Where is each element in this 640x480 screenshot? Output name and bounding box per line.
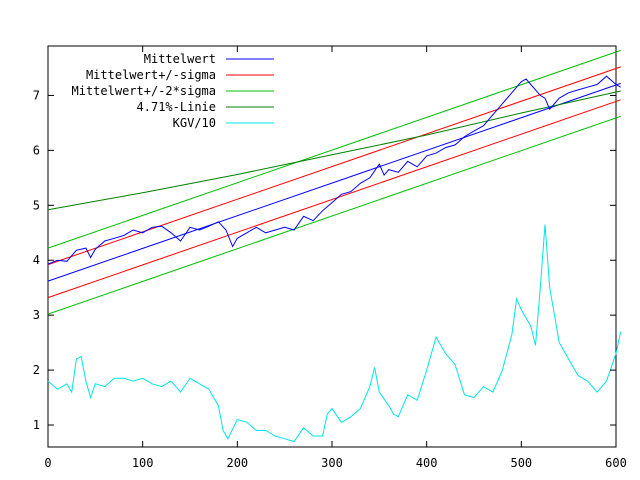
x-tick-label: 400 (416, 456, 438, 470)
legend-label-kgv-10: KGV/10 (173, 116, 216, 130)
y-tick-label: 6 (33, 143, 40, 157)
y-axis: 1 2 3 4 5 6 7 (33, 88, 616, 432)
x-tick-label: 100 (132, 456, 154, 470)
legend-label-mittelwert-2-sigma: Mittelwert+/-2*sigma (72, 84, 217, 98)
legend: Mittelwert Mittelwert+/-sigma Mittelwert+/… (72, 52, 274, 130)
series-line-mittelwert-data-0 (47, 75, 621, 265)
plot-frame (47, 45, 617, 448)
series-line-4-71-linie-fit-6 (47, 90, 621, 211)
y-tick-label: 5 (33, 198, 40, 212)
y-tick-label: 1 (33, 418, 40, 432)
y-tick-label: 7 (33, 88, 40, 102)
data-lines (47, 75, 622, 443)
series-line-kgv-10-data-7 (47, 224, 622, 443)
y-tick-label: 4 (33, 253, 40, 267)
legend-label-mittelwert: Mittelwert (144, 52, 216, 66)
legend-label-mittelwert-sigma: Mittelwert+/-sigma (86, 68, 216, 82)
series-line-mittelwert-fit-1 (47, 82, 621, 282)
x-tick-label: 500 (510, 456, 532, 470)
x-tick-label: 300 (321, 456, 343, 470)
x-tick-label: 600 (605, 456, 627, 470)
series-line-mittelwert-2-sigma-fit-4 (47, 115, 621, 315)
legend-label-4-71-linie: 4.71%-Linie (137, 100, 216, 114)
x-tick-label: 200 (226, 456, 248, 470)
y-tick-label: 3 (33, 308, 40, 322)
series-line-mittelwert-sigma-fit-3 (47, 66, 621, 266)
fit-lines (47, 49, 621, 315)
series-line-mittelwert-2-sigma-fit-5 (47, 49, 621, 249)
y-tick-label: 2 (33, 363, 40, 377)
x-tick-label: 0 (44, 456, 51, 470)
series-line-mittelwert-sigma-fit-2 (47, 99, 621, 299)
x-axis: 0 100 200 300 400 500 600 (44, 46, 627, 470)
